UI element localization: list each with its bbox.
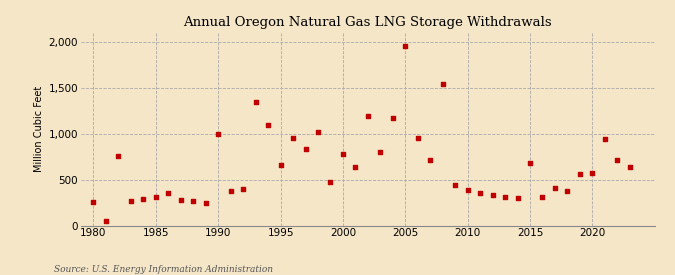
- Point: [213, 132, 223, 136]
- Point: [126, 199, 136, 203]
- Point: [101, 219, 111, 223]
- Point: [362, 113, 373, 118]
- Point: [151, 195, 161, 199]
- Point: [113, 154, 124, 158]
- Point: [512, 196, 523, 200]
- Point: [313, 130, 323, 134]
- Point: [524, 161, 535, 165]
- Point: [549, 186, 560, 190]
- Title: Annual Oregon Natural Gas LNG Storage Withdrawals: Annual Oregon Natural Gas LNG Storage Wi…: [184, 16, 552, 29]
- Point: [537, 195, 548, 199]
- Point: [176, 198, 186, 202]
- Point: [462, 188, 473, 192]
- Y-axis label: Million Cubic Feet: Million Cubic Feet: [34, 86, 45, 172]
- Point: [562, 188, 573, 193]
- Point: [437, 82, 448, 87]
- Point: [487, 193, 498, 197]
- Point: [138, 197, 148, 201]
- Text: Source: U.S. Energy Information Administration: Source: U.S. Energy Information Administ…: [54, 265, 273, 274]
- Point: [375, 150, 385, 154]
- Point: [450, 183, 460, 187]
- Point: [425, 157, 435, 162]
- Point: [599, 137, 610, 142]
- Point: [475, 190, 485, 195]
- Point: [500, 195, 510, 199]
- Point: [400, 44, 410, 48]
- Point: [612, 157, 623, 162]
- Point: [387, 116, 398, 120]
- Point: [412, 136, 423, 141]
- Point: [325, 180, 336, 185]
- Point: [188, 199, 198, 203]
- Point: [250, 100, 261, 104]
- Point: [238, 187, 248, 191]
- Point: [225, 188, 236, 193]
- Point: [350, 165, 361, 169]
- Point: [300, 146, 311, 151]
- Point: [263, 122, 273, 127]
- Point: [163, 190, 173, 195]
- Point: [338, 152, 348, 156]
- Point: [200, 200, 211, 205]
- Point: [587, 171, 598, 175]
- Point: [88, 199, 99, 204]
- Point: [624, 165, 635, 169]
- Point: [288, 136, 298, 141]
- Point: [275, 163, 286, 167]
- Point: [574, 172, 585, 176]
